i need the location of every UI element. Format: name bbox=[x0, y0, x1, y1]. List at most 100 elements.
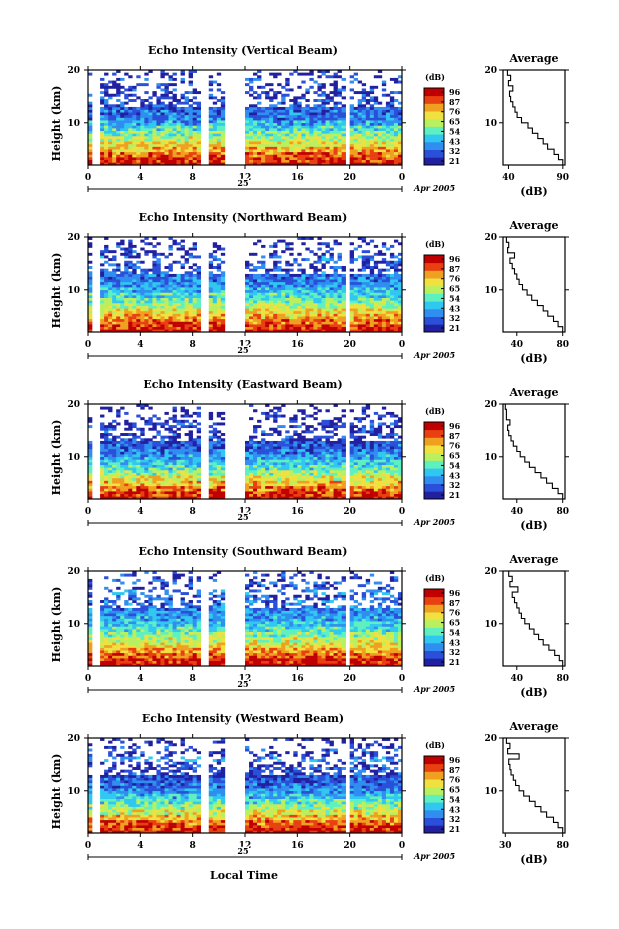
heat-cell bbox=[176, 297, 181, 301]
heat-cell bbox=[349, 313, 354, 317]
heat-cell bbox=[265, 268, 270, 272]
heat-cell bbox=[245, 295, 250, 298]
colorbar-segment bbox=[424, 134, 444, 143]
heat-cell bbox=[184, 162, 189, 166]
heat-cell bbox=[269, 130, 274, 134]
heat-cell bbox=[321, 462, 326, 465]
heat-cell bbox=[253, 318, 258, 322]
heat-cell bbox=[337, 130, 342, 134]
heat-cell bbox=[156, 324, 161, 328]
colorbar-tick-label: 54 bbox=[449, 126, 461, 136]
heat-cell bbox=[148, 151, 153, 155]
heat-cell bbox=[365, 324, 371, 328]
heat-cell bbox=[132, 279, 137, 283]
heat-cell bbox=[128, 93, 133, 97]
heat-cell bbox=[393, 297, 399, 301]
heat-cell bbox=[152, 146, 157, 150]
heat-cell bbox=[104, 456, 109, 460]
heat-cell bbox=[281, 135, 286, 139]
heat-cell bbox=[180, 491, 185, 495]
heat-cell bbox=[273, 469, 278, 473]
heat-cell bbox=[273, 289, 278, 293]
heat-cell bbox=[261, 480, 266, 484]
heat-cell bbox=[196, 271, 202, 275]
heat-cell bbox=[104, 122, 109, 126]
heat-cell bbox=[357, 99, 363, 102]
heat-cell bbox=[128, 491, 133, 495]
heat-cell bbox=[361, 313, 367, 317]
heat-cell bbox=[120, 496, 125, 500]
heat-cell bbox=[289, 295, 294, 298]
heat-cell bbox=[164, 464, 169, 468]
heat-cell bbox=[349, 480, 354, 484]
heat-cell bbox=[212, 151, 218, 155]
heat-cell bbox=[160, 305, 165, 309]
heat-cell bbox=[100, 268, 105, 272]
heat-cell bbox=[397, 316, 403, 320]
heat-cell bbox=[245, 151, 250, 155]
heat-cell bbox=[309, 475, 314, 479]
heat-cell bbox=[253, 289, 258, 293]
heat-cell bbox=[389, 485, 395, 489]
heat-cell bbox=[196, 292, 202, 296]
heat-cell bbox=[216, 99, 222, 102]
heat-cell bbox=[333, 151, 338, 155]
heat-cell bbox=[108, 162, 113, 166]
heat-cell bbox=[325, 488, 330, 492]
heat-cell bbox=[108, 157, 113, 161]
heat-cell bbox=[365, 305, 371, 309]
heat-cell bbox=[176, 289, 181, 293]
heat-cell bbox=[281, 321, 286, 325]
heat-cell bbox=[293, 287, 298, 291]
heat-cell bbox=[128, 313, 133, 317]
heat-cell bbox=[337, 483, 342, 487]
heat-cell bbox=[192, 464, 197, 468]
heat-cell bbox=[269, 96, 274, 100]
heat-cell bbox=[116, 244, 121, 248]
heat-cell bbox=[104, 83, 109, 87]
heat-cell bbox=[88, 326, 93, 330]
heat-cell bbox=[257, 475, 262, 479]
heat-cell bbox=[261, 459, 266, 463]
heat-cell bbox=[273, 459, 278, 463]
heat-cell bbox=[305, 99, 310, 102]
heat-cell bbox=[249, 80, 254, 84]
heat-cell bbox=[333, 120, 338, 124]
heat-cell bbox=[128, 112, 133, 116]
heat-cell bbox=[349, 141, 354, 145]
heat-cell bbox=[144, 72, 149, 76]
heat-cell bbox=[112, 281, 117, 285]
heat-cell bbox=[329, 302, 334, 306]
heat-cell bbox=[216, 258, 222, 262]
heat-cell bbox=[188, 141, 193, 145]
heat-cell bbox=[120, 295, 125, 298]
profile-x-tick-label: 40 bbox=[502, 173, 515, 183]
heat-cell bbox=[208, 146, 214, 150]
heat-cell bbox=[373, 316, 379, 320]
heat-cell bbox=[128, 273, 133, 277]
heat-cell bbox=[265, 477, 270, 481]
heat-cell bbox=[317, 133, 322, 137]
heat-cell bbox=[253, 130, 258, 134]
heat-cell bbox=[124, 159, 129, 163]
heat-cell bbox=[349, 464, 354, 468]
heat-cell bbox=[349, 329, 354, 333]
heat-cell bbox=[172, 284, 177, 288]
heat-cell bbox=[168, 493, 173, 497]
heat-cell bbox=[257, 318, 262, 322]
heat-cell bbox=[116, 157, 121, 161]
heat-cell bbox=[305, 464, 310, 468]
heat-cell bbox=[381, 295, 387, 298]
heat-cell bbox=[301, 467, 306, 471]
heat-cell bbox=[377, 112, 383, 116]
heat-cell bbox=[269, 109, 274, 113]
heat-cell bbox=[309, 316, 314, 320]
heat-cell bbox=[148, 146, 153, 150]
heat-cell bbox=[261, 475, 266, 479]
heat-cell bbox=[164, 281, 169, 285]
heat-cell bbox=[377, 496, 383, 500]
heat-cell bbox=[132, 88, 137, 92]
heat-cell bbox=[188, 480, 193, 484]
heat-cell bbox=[257, 310, 262, 314]
